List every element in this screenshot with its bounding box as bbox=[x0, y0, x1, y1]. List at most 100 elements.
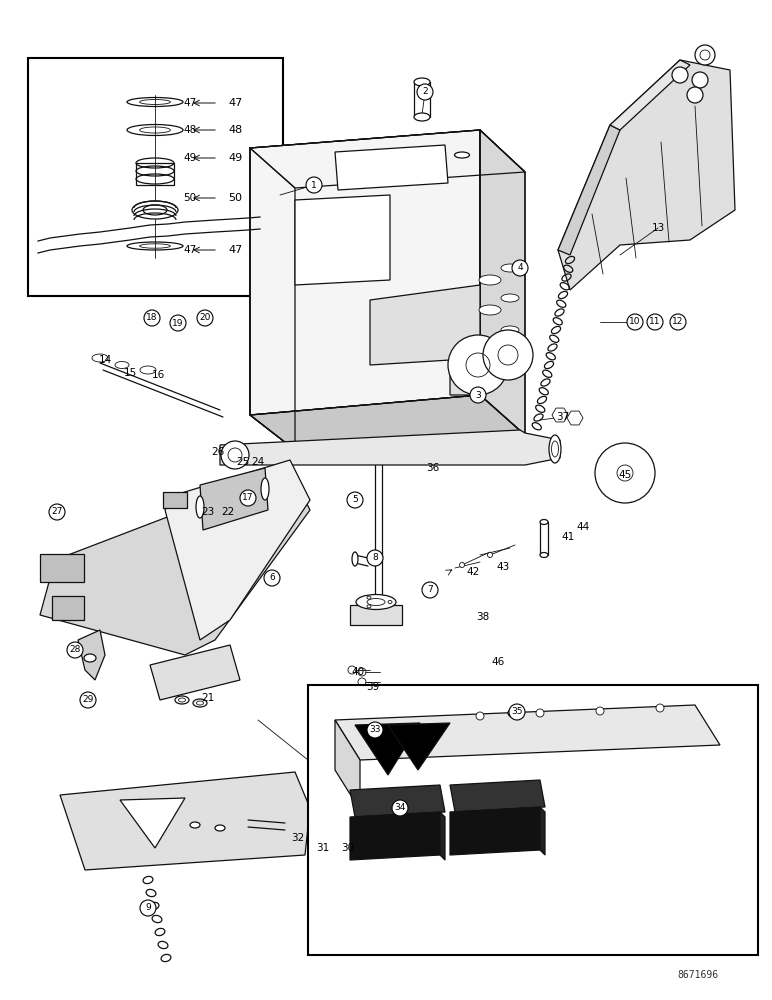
Ellipse shape bbox=[479, 340, 501, 350]
Ellipse shape bbox=[459, 562, 465, 568]
Text: 13: 13 bbox=[652, 223, 665, 233]
Polygon shape bbox=[78, 630, 105, 680]
Ellipse shape bbox=[84, 654, 96, 662]
Ellipse shape bbox=[190, 822, 200, 828]
Text: 41: 41 bbox=[561, 532, 574, 542]
Ellipse shape bbox=[508, 709, 518, 717]
Ellipse shape bbox=[540, 520, 548, 524]
Circle shape bbox=[367, 550, 383, 566]
Text: 8671696: 8671696 bbox=[678, 970, 719, 980]
Ellipse shape bbox=[501, 326, 519, 334]
Text: 8: 8 bbox=[372, 554, 378, 562]
Polygon shape bbox=[250, 148, 295, 450]
Text: 31: 31 bbox=[317, 843, 330, 853]
Bar bbox=[40, 554, 84, 582]
Polygon shape bbox=[250, 395, 525, 450]
Bar bbox=[28, 58, 283, 296]
Ellipse shape bbox=[140, 366, 156, 374]
Circle shape bbox=[687, 87, 703, 103]
Text: 49: 49 bbox=[184, 153, 197, 163]
Ellipse shape bbox=[549, 435, 561, 463]
Text: 28: 28 bbox=[69, 646, 81, 654]
Circle shape bbox=[197, 310, 213, 326]
Polygon shape bbox=[388, 723, 450, 770]
Ellipse shape bbox=[261, 478, 269, 500]
Text: 47: 47 bbox=[184, 98, 197, 108]
Polygon shape bbox=[558, 125, 620, 255]
Ellipse shape bbox=[356, 594, 396, 609]
Polygon shape bbox=[200, 468, 268, 530]
Circle shape bbox=[347, 492, 363, 508]
Polygon shape bbox=[567, 411, 583, 425]
Polygon shape bbox=[350, 605, 402, 625]
Ellipse shape bbox=[324, 838, 332, 846]
Circle shape bbox=[672, 67, 688, 83]
Text: 32: 32 bbox=[291, 833, 305, 843]
Circle shape bbox=[240, 490, 256, 506]
Ellipse shape bbox=[311, 838, 319, 846]
Circle shape bbox=[509, 704, 525, 720]
Circle shape bbox=[422, 582, 438, 598]
Circle shape bbox=[264, 570, 280, 586]
Circle shape bbox=[512, 260, 528, 276]
Text: 49: 49 bbox=[228, 153, 242, 163]
Ellipse shape bbox=[501, 264, 519, 272]
Circle shape bbox=[140, 900, 156, 916]
Text: 35: 35 bbox=[511, 708, 523, 716]
Text: 21: 21 bbox=[201, 693, 215, 703]
Text: 6: 6 bbox=[269, 574, 275, 582]
Polygon shape bbox=[450, 780, 545, 812]
Text: 43: 43 bbox=[496, 562, 510, 572]
Text: 19: 19 bbox=[172, 318, 184, 328]
Polygon shape bbox=[220, 430, 560, 465]
Circle shape bbox=[670, 314, 686, 330]
Polygon shape bbox=[440, 812, 445, 860]
Polygon shape bbox=[370, 285, 480, 395]
Ellipse shape bbox=[540, 552, 548, 558]
Circle shape bbox=[448, 335, 508, 395]
Circle shape bbox=[627, 314, 643, 330]
Text: 47: 47 bbox=[184, 245, 197, 255]
Bar bbox=[52, 596, 84, 620]
Text: 27: 27 bbox=[51, 508, 63, 516]
Ellipse shape bbox=[414, 113, 430, 121]
Polygon shape bbox=[350, 812, 440, 860]
Text: 20: 20 bbox=[199, 314, 211, 322]
Polygon shape bbox=[60, 772, 310, 870]
Ellipse shape bbox=[479, 305, 501, 315]
Polygon shape bbox=[552, 408, 568, 422]
Text: 40: 40 bbox=[351, 667, 364, 677]
Polygon shape bbox=[558, 60, 735, 290]
Text: 29: 29 bbox=[83, 696, 93, 704]
Circle shape bbox=[417, 84, 433, 100]
Polygon shape bbox=[250, 130, 525, 188]
Polygon shape bbox=[355, 723, 420, 775]
Text: 50: 50 bbox=[228, 193, 242, 203]
Text: 42: 42 bbox=[466, 567, 479, 577]
Polygon shape bbox=[150, 645, 240, 700]
Ellipse shape bbox=[132, 201, 178, 219]
Text: 1: 1 bbox=[311, 180, 317, 190]
Polygon shape bbox=[335, 720, 360, 810]
Polygon shape bbox=[450, 807, 540, 855]
Text: 34: 34 bbox=[394, 804, 406, 812]
Polygon shape bbox=[295, 195, 390, 285]
Text: 44: 44 bbox=[577, 522, 590, 532]
Circle shape bbox=[483, 330, 533, 380]
Ellipse shape bbox=[215, 825, 225, 831]
Text: 24: 24 bbox=[252, 457, 265, 467]
Circle shape bbox=[596, 707, 604, 715]
Text: 39: 39 bbox=[367, 682, 380, 692]
Polygon shape bbox=[120, 798, 185, 848]
Ellipse shape bbox=[175, 696, 189, 704]
Circle shape bbox=[656, 704, 664, 712]
Text: 11: 11 bbox=[649, 318, 661, 326]
Circle shape bbox=[67, 642, 83, 658]
Ellipse shape bbox=[92, 354, 108, 362]
Ellipse shape bbox=[193, 699, 207, 707]
Text: 33: 33 bbox=[369, 726, 381, 734]
Circle shape bbox=[80, 692, 96, 708]
Circle shape bbox=[170, 315, 186, 331]
Circle shape bbox=[695, 45, 715, 65]
Text: 4: 4 bbox=[517, 263, 523, 272]
